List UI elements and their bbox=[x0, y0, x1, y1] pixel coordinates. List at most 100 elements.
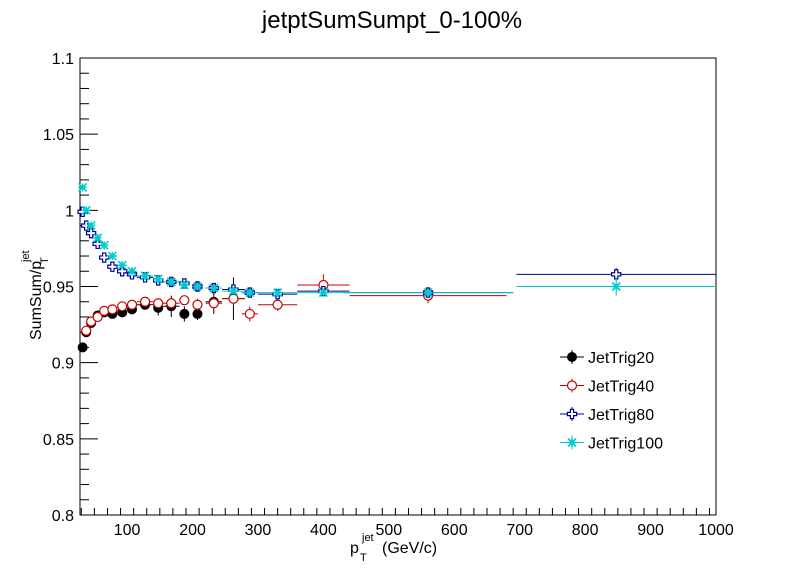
legend-label: JetTrig20 bbox=[588, 350, 654, 367]
x-axis-title-sup: jet bbox=[361, 532, 374, 544]
data-point bbox=[241, 306, 258, 322]
x-axis-title-sub: T bbox=[360, 552, 367, 564]
data-point bbox=[81, 205, 91, 215]
x-axis-title-unit: (GeV/c) bbox=[382, 540, 437, 557]
data-point-marker bbox=[179, 280, 189, 290]
data-point-marker bbox=[126, 299, 138, 310]
data-point bbox=[257, 288, 298, 298]
data-point-marker bbox=[566, 408, 578, 420]
data-point bbox=[297, 288, 350, 298]
data-point bbox=[163, 277, 180, 287]
data-point-marker bbox=[179, 308, 190, 319]
data-point-marker bbox=[140, 296, 151, 307]
data-point-marker bbox=[166, 298, 177, 309]
data-point-marker bbox=[611, 269, 622, 280]
x-tick-label: 1000 bbox=[698, 522, 734, 539]
x-axis-title-main: p bbox=[350, 540, 359, 557]
data-point-marker bbox=[81, 205, 91, 215]
data-point-marker bbox=[611, 281, 621, 292]
x-tick-label: 300 bbox=[245, 522, 272, 539]
data-point bbox=[117, 266, 128, 277]
y-axis-title-sub: T bbox=[39, 257, 51, 264]
data-point-marker bbox=[245, 288, 255, 298]
x-tick-label: 600 bbox=[441, 522, 468, 539]
data-point-marker bbox=[78, 182, 88, 193]
y-tick-label: 1 bbox=[65, 203, 74, 220]
data-point bbox=[99, 252, 110, 263]
series-layer bbox=[77, 182, 716, 353]
x-tick-label: 700 bbox=[506, 522, 533, 539]
data-point-marker bbox=[318, 288, 328, 298]
x-tick-label: 200 bbox=[179, 522, 206, 539]
legend-label: JetTrig100 bbox=[588, 436, 663, 453]
data-point-marker bbox=[244, 308, 255, 320]
data-point bbox=[221, 286, 245, 296]
data-point bbox=[205, 297, 222, 310]
legend-entry-jettrig20: JetTrig20 bbox=[560, 350, 654, 367]
legend-label: JetTrig80 bbox=[588, 407, 654, 424]
data-point-marker bbox=[192, 299, 203, 310]
data-point bbox=[192, 298, 203, 311]
y-tick-label: 0.8 bbox=[52, 508, 74, 525]
data-point bbox=[127, 266, 137, 276]
data-point bbox=[99, 305, 110, 316]
data-point bbox=[516, 268, 716, 281]
data-point bbox=[153, 274, 164, 284]
data-point bbox=[257, 298, 298, 311]
y-tick-label: 0.9 bbox=[52, 356, 74, 373]
x-tick-label: 400 bbox=[310, 522, 337, 539]
legend-entry-jettrig40: JetTrig40 bbox=[560, 378, 654, 396]
y-tick-label: 1.1 bbox=[52, 51, 74, 68]
data-point-marker bbox=[86, 221, 96, 231]
x-tick-label: 800 bbox=[572, 522, 599, 539]
data-point-marker bbox=[209, 283, 219, 293]
data-point bbox=[92, 238, 103, 250]
data-point-marker bbox=[192, 281, 203, 292]
data-point bbox=[192, 281, 203, 292]
data-point-marker bbox=[127, 266, 137, 276]
legend-entry-jettrig100: JetTrig100 bbox=[560, 435, 663, 453]
data-point-marker bbox=[153, 298, 164, 309]
legend-label: JetTrig40 bbox=[588, 379, 654, 396]
data-point-marker bbox=[85, 227, 97, 239]
data-point bbox=[85, 227, 97, 239]
data-point-marker bbox=[166, 277, 176, 287]
data-point bbox=[179, 280, 190, 290]
data-point-marker bbox=[567, 352, 577, 362]
data-point bbox=[117, 301, 128, 312]
data-point bbox=[179, 306, 190, 322]
data-point-marker bbox=[153, 274, 163, 284]
axes: 0.8 0.85 0.9 0.95 1 1.05 1.1 100 200 300 400 500 600… bbox=[43, 51, 734, 539]
data-point bbox=[93, 233, 103, 243]
x-tick-label: 500 bbox=[375, 522, 402, 539]
data-point-marker bbox=[77, 342, 88, 353]
data-point bbox=[78, 182, 88, 193]
data-point-marker bbox=[81, 325, 92, 336]
data-point-marker bbox=[179, 295, 190, 306]
x-tick-label: 100 bbox=[114, 522, 141, 539]
legend: JetTrig20 JetTrig40 JetTrig80 JetTrig100 bbox=[560, 350, 663, 453]
data-point-marker bbox=[107, 261, 118, 272]
y-tick-label: 0.95 bbox=[43, 280, 74, 297]
data-point bbox=[107, 304, 118, 315]
legend-entry-jettrig80: JetTrig80 bbox=[560, 407, 654, 424]
data-point bbox=[126, 299, 138, 310]
data-point bbox=[516, 277, 716, 296]
data-point-marker bbox=[140, 271, 150, 281]
data-point-marker bbox=[92, 311, 103, 323]
data-point bbox=[163, 298, 180, 309]
data-point bbox=[153, 298, 164, 309]
data-point bbox=[77, 342, 88, 353]
data-point-marker bbox=[567, 437, 577, 448]
data-point bbox=[107, 251, 118, 261]
data-point-marker bbox=[273, 288, 283, 298]
data-point-marker bbox=[208, 298, 219, 309]
data-point bbox=[81, 325, 92, 336]
x-axis-title: p jet T (GeV/c) bbox=[350, 532, 437, 564]
data-point bbox=[99, 240, 109, 250]
data-point-marker bbox=[92, 238, 103, 250]
data-point-marker bbox=[272, 299, 283, 310]
series-jettrig100 bbox=[78, 182, 716, 298]
data-point-marker bbox=[99, 240, 109, 250]
